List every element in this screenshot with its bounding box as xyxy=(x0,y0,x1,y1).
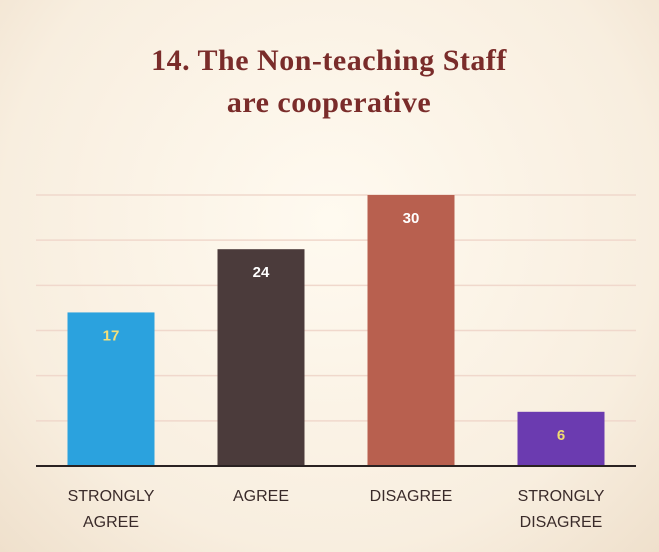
x-tick-label: STRONGLY AGREE xyxy=(67,488,155,531)
bar xyxy=(67,312,155,466)
x-tick-label: AGREE xyxy=(232,488,289,505)
bar xyxy=(217,249,305,466)
data-label: 24 xyxy=(253,264,270,281)
x-tick-label: STRONGLY DISAGREE xyxy=(517,488,605,531)
data-label: 30 xyxy=(403,210,420,227)
bar xyxy=(367,195,455,466)
x-tick-label: DISAGREE xyxy=(369,488,453,505)
bar xyxy=(517,411,605,466)
data-label: 6 xyxy=(557,427,565,444)
data-label: 17 xyxy=(103,327,120,344)
chart-title: 14. The Non-teaching Staff are cooperati… xyxy=(151,44,507,119)
